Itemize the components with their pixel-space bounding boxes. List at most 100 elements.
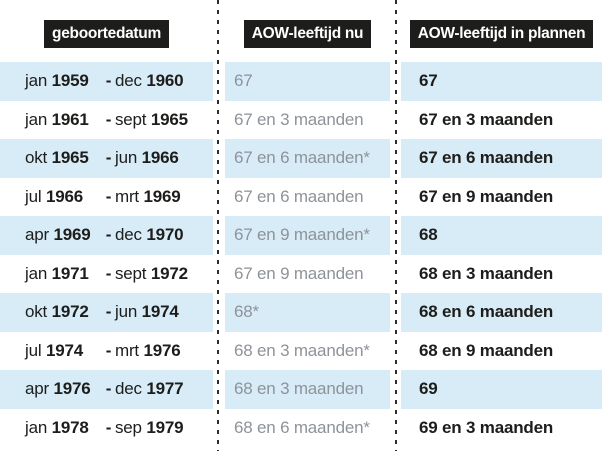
aow-planned-cell: 67 [401,62,602,101]
aow-now-value: 68 en 3 maanden [234,379,364,399]
month-from: okt [25,302,48,322]
aow-now-value: 67 en 9 maanden [234,263,364,283]
year-to: 1974 [141,302,179,322]
aow-planned-value: 69 [419,379,438,399]
aow-now-cell: 67 en 6 maanden* [225,139,390,178]
aow-now-cell: 68* [225,293,390,332]
aow-now-cell: 67 en 9 maanden [225,255,390,294]
year-to: 1970 [146,225,184,245]
header-cell-birthdate: geboortedatum [0,20,213,48]
month-from: jul [25,340,42,360]
date-range-end: mrt 1976 [115,341,181,361]
year-from: 1969 [53,225,91,245]
year-to: 1966 [141,148,179,168]
birthdate-cell: jan 1978- sep 1979 [0,409,213,448]
year-to: 1977 [146,379,184,399]
birthdate-cell: apr 1976- dec 1977 [0,370,213,409]
range-separator: - [105,379,112,399]
table-header: geboortedatum AOW-leeftijd nu AOW-leefti… [0,20,602,48]
aow-planned-value: 68 [419,225,438,245]
aow-planned-value: 67 [419,71,438,91]
birthdate-cell: jul 1966- mrt 1969 [0,178,213,217]
month-from: jan [25,71,48,91]
aow-planned-cell: 67 en 3 maanden [401,101,602,140]
range-separator: - [105,225,112,245]
date-range-start: apr 1976 [25,379,102,399]
column-gap [213,216,225,255]
date-range-start: jan 1961 [25,110,102,130]
aow-planned-cell: 69 en 3 maanden [401,409,602,448]
year-from: 1974 [45,340,83,360]
date-range-start: okt 1972 [25,302,102,322]
month-from: jul [25,186,42,206]
aow-now-cell: 67 en 3 maanden [225,101,390,140]
date-range-start: jan 1978 [25,418,102,438]
column-gap [213,332,225,371]
month-from: jan [25,109,48,129]
column-gap [213,370,225,409]
year-from: 1959 [51,71,89,91]
aow-now-value: 68 en 3 maanden* [234,340,370,360]
birthdate-cell: jan 1961- sept 1965 [0,101,213,140]
range-separator: - [105,417,112,437]
birthdate-cell: okt 1965- jun 1966 [0,139,213,178]
year-from: 1961 [51,109,89,129]
column-gap [213,255,225,294]
aow-planned-value: 67 en 6 maanden [419,148,554,168]
table-row-5: apr 1969- dec 1970 67 en 9 maanden* 68 [0,216,602,255]
date-range-start: okt 1965 [25,148,102,168]
year-from: 1976 [53,379,91,399]
table-row-2: jan 1961- sept 1965 67 en 3 maanden 67 en… [0,101,602,140]
aow-now-cell: 68 en 3 maanden [225,370,390,409]
aow-planned-value: 68 en 9 maanden [419,340,554,360]
birthdate-cell: jul 1974- mrt 1976 [0,332,213,371]
aow-now-value: 68 en 6 maanden* [234,417,370,437]
column-gap [213,409,225,448]
month-from: jan [25,263,48,283]
table-row-7: okt 1972- jun 1974 68* 68 en 6 maanden [0,293,602,332]
aow-now-cell: 67 [225,62,390,101]
table-body: jan 1959- dec 1960 67 67 jan 1961- sept 19… [0,62,602,447]
range-separator: - [105,302,112,322]
table-row-6: jan 1971- sept 1972 67 en 9 maanden 68 en… [0,255,602,294]
table-row-9: apr 1976- dec 1977 68 en 3 maanden 69 [0,370,602,409]
month-to: dec [115,379,142,399]
month-from: okt [25,148,48,168]
column-gap [390,20,401,48]
aow-now-value: 67 en 9 maanden* [234,225,370,245]
date-range-end: dec 1970 [115,225,184,245]
month-from: apr [25,225,49,245]
year-to: 1960 [146,71,184,91]
month-from: apr [25,379,49,399]
column-gap [213,178,225,217]
year-to: 1969 [143,186,181,206]
header-badge-aow-planned: AOW-leeftijd in plannen [409,20,594,48]
aow-planned-cell: 68 [401,216,602,255]
year-from: 1971 [51,263,89,283]
date-range-start: jan 1971 [25,264,102,284]
aow-planned-value: 69 en 3 maanden [419,417,554,437]
range-separator: - [105,71,112,91]
year-to: 1979 [146,417,184,437]
date-range-start: jul 1966 [25,187,102,207]
month-to: jun [115,148,138,168]
range-separator: - [105,148,112,168]
birthdate-cell: okt 1972- jun 1974 [0,293,213,332]
range-separator: - [105,109,112,129]
column-gap [213,62,225,101]
header-badge-aow-now: AOW-leeftijd nu [243,20,372,48]
year-to: 1972 [150,263,188,283]
date-range-end: jun 1974 [115,302,179,322]
column-divider-dashed-2 [395,0,397,451]
birthdate-cell: apr 1969- dec 1970 [0,216,213,255]
aow-now-cell: 67 en 6 maanden [225,178,390,217]
aow-now-cell: 68 en 3 maanden* [225,332,390,371]
year-from: 1978 [51,417,89,437]
aow-planned-value: 67 en 9 maanden [419,186,554,206]
column-gap [213,101,225,140]
month-to: dec [115,71,142,91]
year-from: 1966 [45,186,83,206]
birthdate-cell: jan 1959- dec 1960 [0,62,213,101]
table-row-10: jan 1978- sep 1979 68 en 6 maanden* 69 en… [0,409,602,448]
